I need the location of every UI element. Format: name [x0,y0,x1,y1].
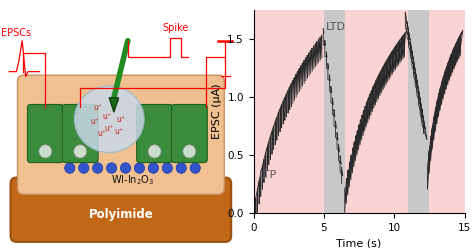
Circle shape [134,163,145,173]
Circle shape [74,145,87,158]
Circle shape [92,163,103,173]
Ellipse shape [74,86,144,153]
Text: u⁺: u⁺ [93,103,102,112]
X-axis label: Time (s): Time (s) [337,239,382,248]
Text: WI-In$_2$O$_3$: WI-In$_2$O$_3$ [111,173,154,187]
Text: LTD: LTD [326,22,346,32]
Circle shape [176,163,186,173]
Bar [408,10,429,213]
Text: EPSCs: EPSCs [1,28,31,38]
Text: u⁺: u⁺ [105,124,114,133]
Text: Polyimide: Polyimide [89,208,153,221]
FancyBboxPatch shape [137,104,173,163]
Circle shape [183,145,196,158]
Text: u⁺: u⁺ [117,115,125,124]
Circle shape [190,163,201,173]
Circle shape [79,163,89,173]
Text: u⁺: u⁺ [98,129,107,138]
Text: u⁺: u⁺ [112,98,121,107]
FancyBboxPatch shape [63,104,98,163]
Text: u⁺: u⁺ [102,112,111,121]
FancyBboxPatch shape [27,104,63,163]
Polygon shape [109,98,118,112]
Text: u⁺: u⁺ [114,127,123,136]
Circle shape [64,163,75,173]
FancyBboxPatch shape [172,104,207,163]
Text: u⁺: u⁺ [91,117,100,126]
Text: LTP: LTP [259,170,277,180]
Text: Spike: Spike [162,23,189,33]
Circle shape [148,145,161,158]
Circle shape [120,163,131,173]
Bar [345,10,408,213]
Circle shape [107,163,117,173]
Bar [254,10,324,213]
Bar [429,10,465,213]
Circle shape [148,163,158,173]
Y-axis label: EPSC (μA): EPSC (μA) [212,84,222,139]
Bar [324,10,345,213]
FancyBboxPatch shape [18,75,224,194]
FancyBboxPatch shape [10,178,231,242]
Circle shape [162,163,173,173]
Circle shape [39,145,52,158]
